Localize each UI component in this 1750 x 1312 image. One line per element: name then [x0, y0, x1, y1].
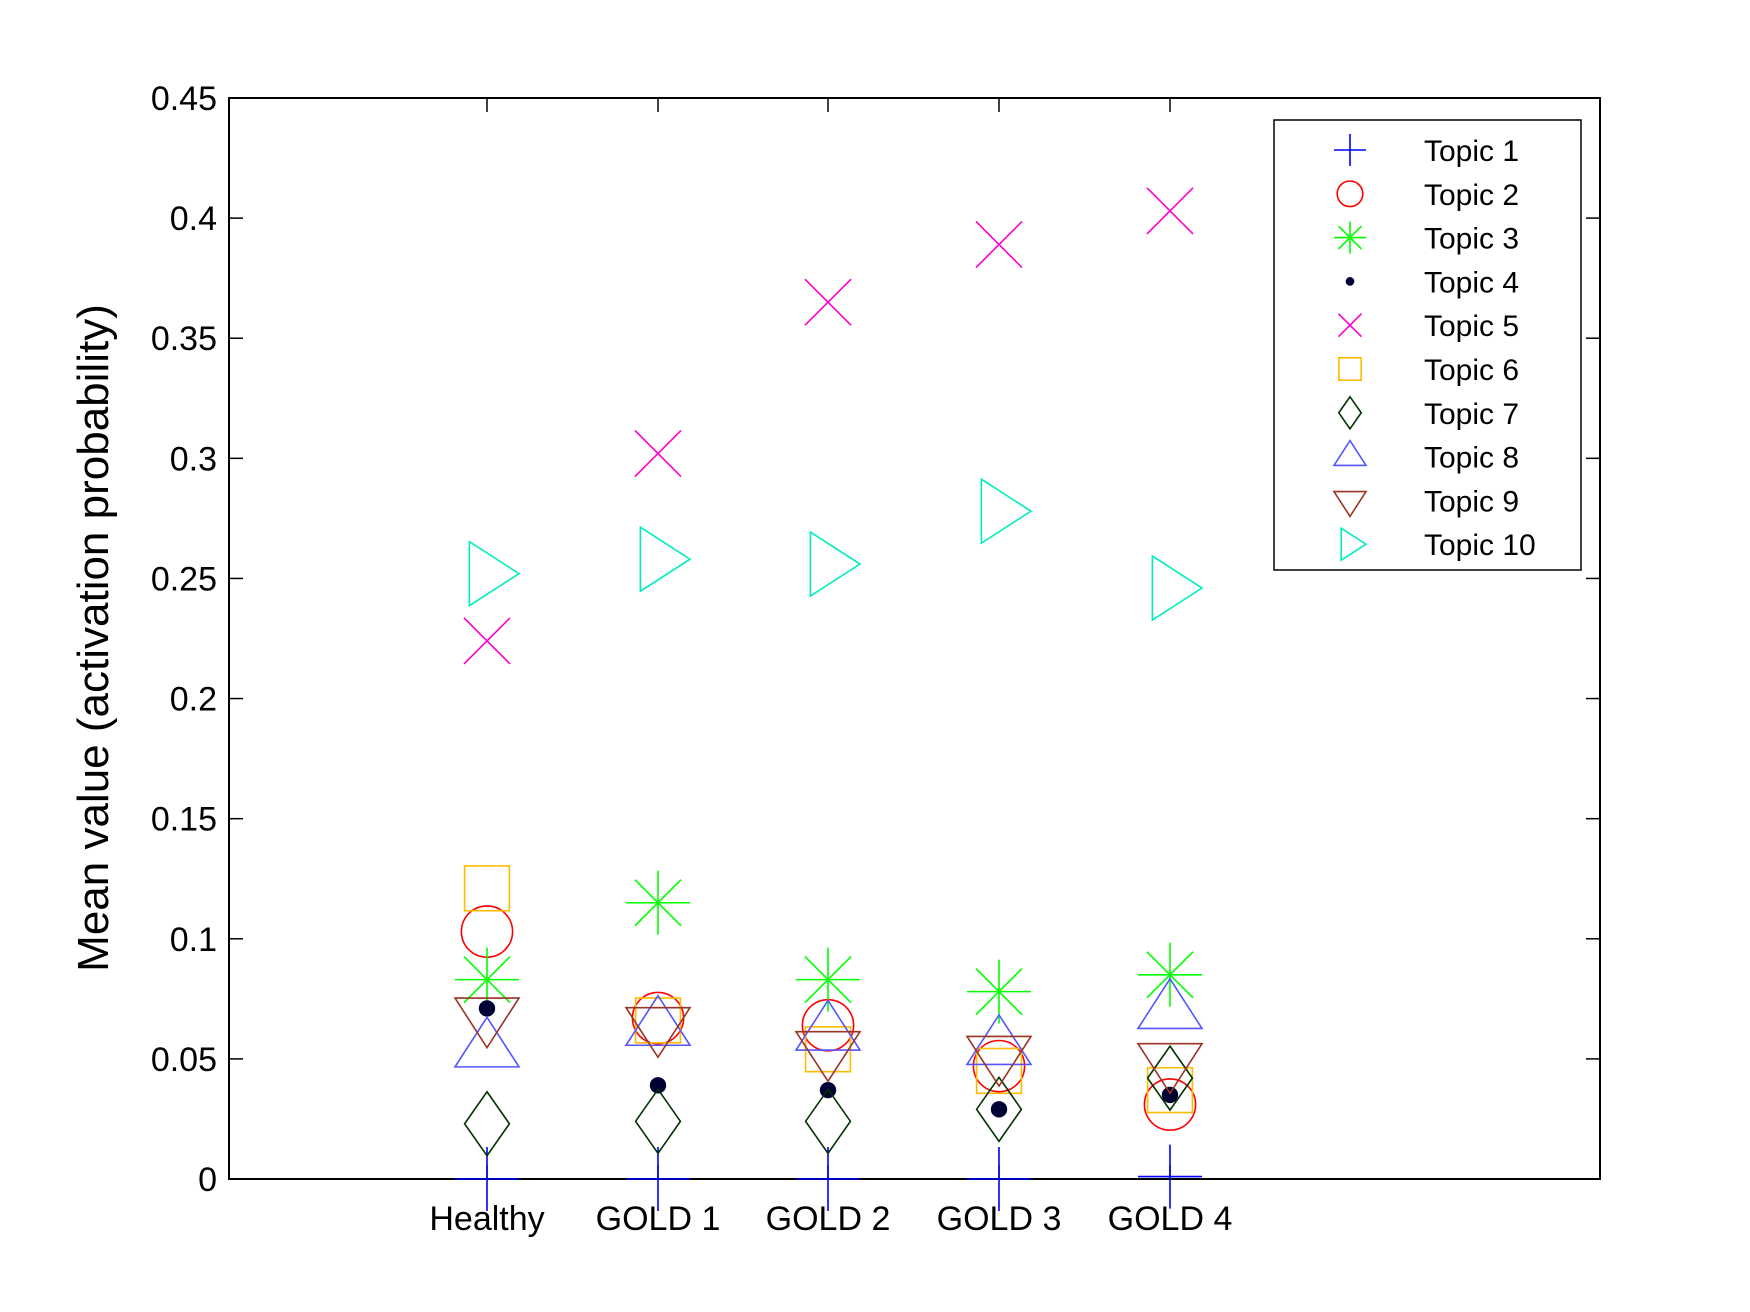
data-point [972, 1039, 1026, 1093]
legend-label: Topic 6 [1424, 354, 1519, 387]
y-tick-label: 0.05 [151, 1041, 217, 1079]
legend-marker [1338, 356, 1363, 381]
data-point [1161, 1086, 1179, 1104]
data-point [453, 997, 521, 1050]
y-tick-label: 0.4 [170, 200, 217, 238]
y-tick-label: 0.3 [170, 440, 217, 478]
series-8 [453, 977, 1204, 1068]
series-10 [468, 477, 1204, 622]
data-point [634, 1087, 682, 1155]
data-point [975, 1047, 1023, 1095]
data-point [1143, 1078, 1197, 1131]
series-7 [463, 1044, 1194, 1158]
legend-marker [1337, 313, 1363, 338]
data-point [1136, 977, 1204, 1030]
y-tick-label: 0.2 [170, 681, 217, 719]
legend-marker [1332, 490, 1368, 518]
y-tick-label: 0.1 [170, 921, 217, 959]
y-tick-label: 0.45 [151, 80, 217, 118]
data-point [468, 540, 521, 608]
data-point [1138, 1144, 1202, 1209]
legend-label: Topic 1 [1424, 135, 1519, 168]
data-point [1151, 554, 1204, 622]
data-point [463, 865, 511, 912]
data-point [463, 617, 511, 665]
data-point [990, 1101, 1008, 1118]
legend-marker [1345, 277, 1355, 286]
legend-marker [1334, 134, 1366, 166]
legend-label: Topic 8 [1424, 442, 1519, 475]
data-point [967, 959, 1031, 1024]
legend-box [1273, 119, 1582, 571]
data-point [1136, 1042, 1204, 1095]
data-point [463, 1090, 511, 1158]
data-point [975, 1075, 1023, 1143]
data-point [809, 530, 862, 598]
data-point [626, 870, 690, 935]
y-tick-label: 0 [198, 1161, 217, 1199]
series-5 [463, 187, 1194, 665]
data-point [794, 998, 862, 1051]
legend-marker [1332, 439, 1368, 467]
data-point [1138, 942, 1202, 1007]
legend-label: Topic 10 [1424, 529, 1536, 562]
legend-label: Topic 5 [1424, 310, 1519, 343]
series-1 [455, 1144, 1202, 1211]
data-point [639, 525, 692, 593]
data-point [1146, 187, 1194, 235]
data-point [649, 1077, 667, 1094]
data-points [453, 187, 1204, 1211]
y-tick-label: 0.15 [151, 801, 217, 839]
legend-marker [1337, 395, 1363, 431]
legend-marker [1334, 221, 1366, 254]
legend: Topic 1 Topic 2 Topic 3 Topic 4 Topic 5 Topic… [1273, 119, 1582, 571]
y-axis-title: Mean value (activation probability) [69, 304, 118, 972]
y-axis: 0 0.05 0.1 0.15 0.2 0.25 0.3 0.35 0.4 0.45 [151, 80, 1600, 1199]
legend-label: Topic 3 [1424, 223, 1519, 256]
data-point [980, 477, 1033, 545]
series-3 [455, 870, 1202, 1024]
data-point [804, 278, 852, 326]
data-point [624, 994, 692, 1047]
data-point [455, 947, 519, 1012]
legend-label: Topic 2 [1424, 179, 1519, 212]
data-point [804, 1087, 852, 1155]
data-point [453, 1015, 521, 1068]
data-point [455, 1147, 519, 1211]
data-point [975, 220, 1023, 269]
data-point [796, 1147, 860, 1211]
data-point [1146, 1066, 1194, 1114]
data-point [794, 1030, 862, 1083]
data-point [965, 1013, 1033, 1066]
legend-marker [1340, 526, 1368, 562]
data-point [624, 1006, 692, 1059]
data-point [965, 1035, 1033, 1088]
data-point [626, 1147, 690, 1211]
data-point [634, 997, 682, 1044]
legend-marker [1336, 180, 1364, 208]
legend-label: Topic 9 [1424, 485, 1519, 518]
y-tick-label: 0.25 [151, 560, 217, 598]
series-9 [453, 997, 1204, 1095]
data-point [634, 429, 682, 478]
legend-label: Topic 4 [1424, 266, 1519, 299]
data-point [796, 947, 860, 1012]
data-point [1146, 1044, 1194, 1112]
y-tick-label: 0.35 [151, 320, 217, 358]
data-point [967, 1147, 1031, 1211]
data-point [478, 1000, 496, 1017]
legend-label: Topic 7 [1424, 398, 1519, 431]
